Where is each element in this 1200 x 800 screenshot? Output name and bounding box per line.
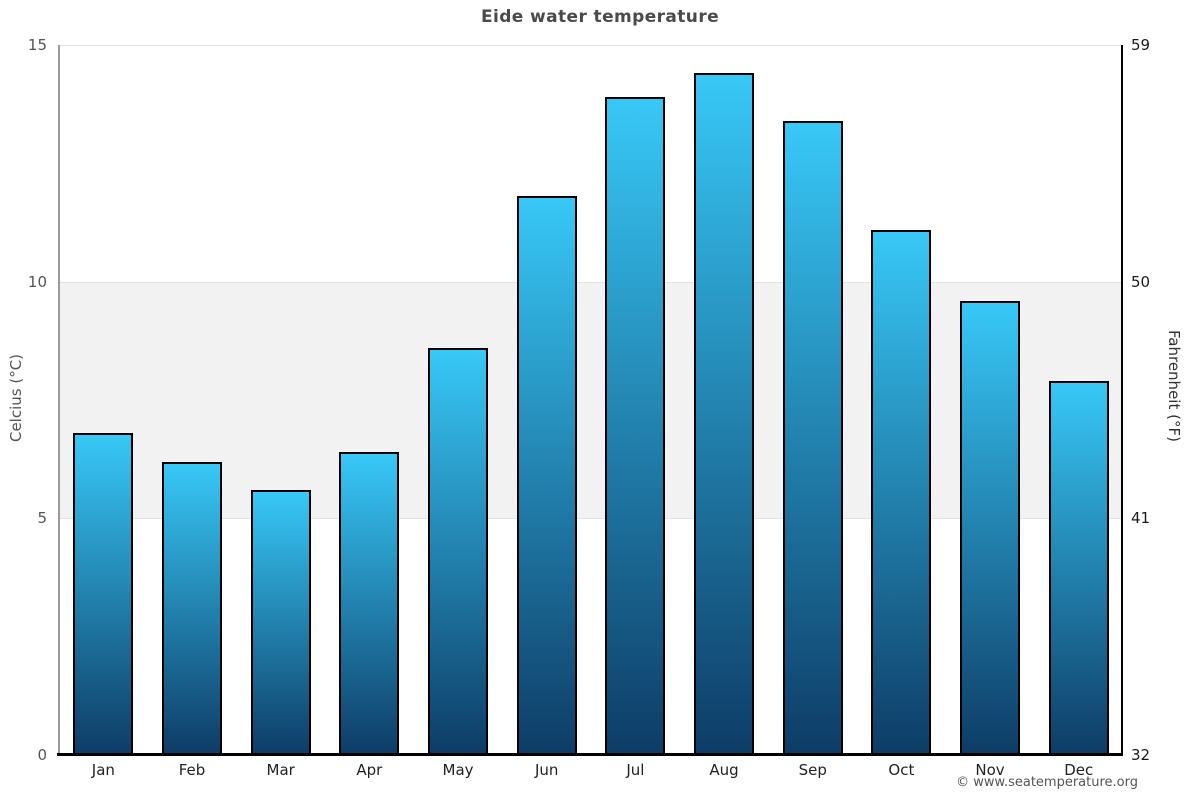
bar-slot-sep xyxy=(768,45,857,755)
x-label-aug: Aug xyxy=(709,761,739,779)
bar-slot-may xyxy=(414,45,503,755)
bar-slot-jul xyxy=(591,45,680,755)
x-label-may: May xyxy=(442,761,474,779)
x-label-oct: Oct xyxy=(888,761,915,779)
bar-slot-apr xyxy=(325,45,414,755)
gridline xyxy=(59,45,1123,46)
bar-aug[interactable] xyxy=(694,73,755,755)
x-label-sep: Sep xyxy=(798,761,827,779)
bar-nov[interactable] xyxy=(960,300,1021,755)
fahrenheit-tick-41: 41 xyxy=(1131,509,1151,528)
celsius-tick-15: 15 xyxy=(27,36,47,54)
bar-slot-feb xyxy=(148,45,237,755)
bar-slot-jan xyxy=(59,45,148,755)
right-axis-line xyxy=(1121,45,1123,755)
x-axis-labels: Jan Feb Mar Apr May Jun Jul Aug Sep Oct Nov Dec xyxy=(59,761,1123,779)
bottom-axis-line xyxy=(57,753,1123,756)
copyright-credit: © www.seatemperature.org xyxy=(956,775,1138,790)
bar-dec[interactable] xyxy=(1048,381,1109,755)
celsius-tick-labels: 15 10 5 0 xyxy=(0,36,47,764)
bar-oct[interactable] xyxy=(871,229,932,755)
bar-slot-mar xyxy=(236,45,325,755)
x-label-dec: Dec xyxy=(1064,761,1094,779)
x-label-mar: Mar xyxy=(266,761,295,779)
chart-title: Eide water temperature xyxy=(480,7,720,27)
celsius-tick-5: 5 xyxy=(37,509,47,528)
celsius-tick-0: 0 xyxy=(37,746,47,764)
bar-feb[interactable] xyxy=(162,461,222,755)
plot-area xyxy=(59,45,1123,755)
bar-sep[interactable] xyxy=(782,120,843,755)
celsius-axis-title: Celcius (°C) xyxy=(7,353,25,443)
bar-jan[interactable] xyxy=(73,433,134,755)
fahrenheit-tick-59: 59 xyxy=(1131,36,1151,54)
bar-jul[interactable] xyxy=(605,97,666,755)
bar-apr[interactable] xyxy=(339,452,400,755)
fahrenheit-tick-labels: 59 50 41 32 xyxy=(1131,36,1175,764)
fahrenheit-axis-title: Fahrenheit (°F) xyxy=(1165,330,1183,442)
bar-slot-oct xyxy=(857,45,946,755)
bar-jun[interactable] xyxy=(516,196,577,755)
bar-slot-jun xyxy=(502,45,591,755)
fahrenheit-tick-50: 50 xyxy=(1131,272,1151,291)
bar-mar[interactable] xyxy=(250,489,311,755)
x-label-jun: Jun xyxy=(534,761,559,779)
x-label-jan: Jan xyxy=(91,761,115,779)
celsius-tick-10: 10 xyxy=(27,272,47,291)
bar-slot-nov xyxy=(946,45,1035,755)
gridline xyxy=(59,518,1123,520)
x-label-nov: Nov xyxy=(975,761,1005,779)
gridline xyxy=(59,281,1123,283)
bars-row xyxy=(59,45,1123,755)
x-label-feb: Feb xyxy=(178,761,206,779)
bar-may[interactable] xyxy=(428,347,489,755)
plot-band xyxy=(59,281,1123,519)
bar-slot-dec xyxy=(1034,45,1123,755)
x-label-jul: Jul xyxy=(626,761,645,779)
fahrenheit-tick-32: 32 xyxy=(1131,746,1151,764)
left-axis-line xyxy=(58,45,60,755)
bar-slot-aug xyxy=(680,45,769,755)
x-label-apr: Apr xyxy=(356,761,383,779)
